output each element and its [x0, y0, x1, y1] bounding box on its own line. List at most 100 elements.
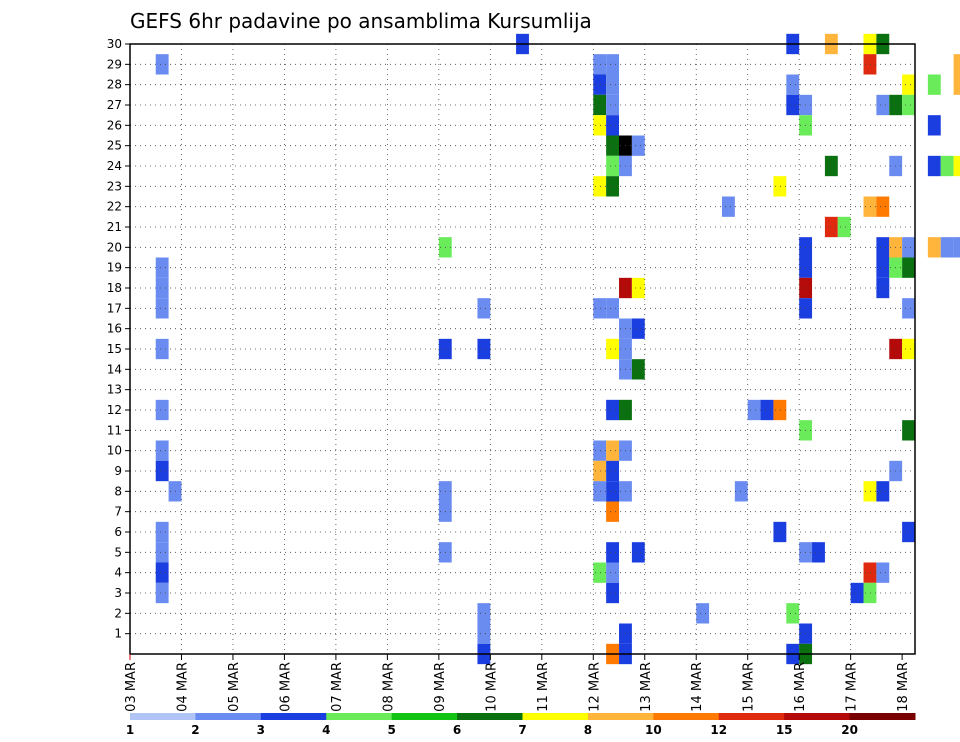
legend-swatch	[260, 713, 327, 720]
heatmap-cell	[863, 196, 877, 217]
y-tick-label: 17	[107, 301, 122, 315]
heatmap-cell	[593, 54, 607, 75]
x-tick-label: 07 MAR	[330, 662, 345, 712]
heatmap-cell	[155, 562, 169, 583]
heatmap-cell	[696, 603, 710, 624]
chart-title: GEFS 6hr padavine po ansamblima Kursumli…	[130, 9, 592, 33]
legend-label: 4	[322, 723, 330, 737]
legend-swatch	[718, 713, 785, 720]
y-tick-label: 10	[107, 444, 122, 458]
heatmap-cell	[953, 74, 960, 95]
heatmap-cell	[606, 399, 620, 421]
legend-swatch	[391, 713, 458, 720]
x-tick-label: 14 MAR	[690, 662, 705, 712]
heatmap-cell	[606, 501, 620, 522]
legend-label: 15	[776, 723, 793, 737]
heatmap-cell	[606, 54, 620, 75]
x-tick-label: 15 MAR	[742, 662, 757, 712]
heatmap-cell	[155, 542, 169, 563]
heatmap-cell	[773, 399, 787, 421]
heatmap-cell	[786, 603, 800, 624]
heatmap-cell	[927, 74, 941, 95]
heatmap-cell	[155, 257, 169, 278]
x-tick-label: 04 MAR	[175, 662, 190, 712]
heatmap-cell	[606, 582, 620, 604]
y-tick-label: 22	[107, 200, 122, 214]
heatmap-cell	[734, 481, 748, 502]
heatmap-cell	[902, 74, 915, 95]
legend-swatch	[784, 713, 851, 720]
heatmap-cell	[863, 54, 877, 75]
heatmap-cell	[863, 481, 877, 502]
y-tick-label: 16	[107, 322, 122, 336]
y-tick-label: 4	[114, 566, 122, 580]
heatmap-cell	[631, 277, 645, 299]
heatmap-cell	[593, 481, 607, 502]
heatmap-cell	[593, 94, 607, 116]
heatmap-cell	[876, 481, 890, 502]
y-axis: 1234567891011121314151617181920212223242…	[107, 37, 130, 641]
heatmap-cell	[155, 54, 169, 75]
heatmap-cell	[155, 582, 169, 604]
heatmap-cell	[953, 237, 960, 258]
legend-swatch	[522, 713, 589, 720]
y-tick-label: 11	[107, 423, 122, 437]
y-tick-label: 12	[107, 403, 122, 417]
legend-swatch	[849, 713, 916, 720]
heatmap-cell	[631, 359, 645, 380]
y-tick-label: 25	[107, 139, 122, 153]
heatmap-cell	[902, 420, 915, 441]
heatmap-cell	[606, 155, 620, 177]
heatmap-cell	[876, 237, 890, 258]
heatmap-cell	[927, 237, 941, 258]
legend-label: 10	[645, 723, 662, 737]
heatmap-cell	[477, 623, 491, 644]
heatmap-cell	[631, 135, 645, 156]
heatmap-cell	[876, 257, 890, 278]
heatmap-cell	[876, 562, 890, 583]
heatmap-cell	[850, 582, 864, 604]
x-tick-label: 10 MAR	[484, 662, 499, 712]
heatmap-cell	[606, 440, 620, 461]
heatmap-cell	[606, 481, 620, 502]
y-tick-label: 30	[107, 37, 122, 51]
heatmap-cell	[940, 155, 954, 177]
heatmap-cell	[155, 521, 169, 543]
legend-label: 20	[841, 723, 858, 737]
heatmap-cell	[593, 298, 607, 319]
heatmap-cell	[606, 542, 620, 563]
heatmap-cell	[593, 460, 607, 482]
heatmap-cell	[606, 115, 620, 136]
heatmap-cell	[876, 94, 890, 116]
x-tick-label: 16 MAR	[793, 662, 808, 712]
heatmap-cell	[902, 257, 915, 278]
heatmap-cell	[902, 298, 915, 319]
y-tick-label: 1	[114, 627, 122, 641]
heatmap-cell	[824, 216, 838, 238]
heatmap-cell	[927, 115, 941, 136]
y-tick-label: 20	[107, 240, 122, 254]
heatmap-cell	[155, 440, 169, 461]
heatmap-cell	[760, 399, 774, 421]
heatmap-cell	[721, 196, 735, 217]
x-axis: 03 MAR 04 MAR 05 MAR 06 MAR 07 MAR 08 MAR 09 M…	[124, 654, 911, 712]
x-tick-label: 09 MAR	[433, 662, 448, 712]
heatmap-cell	[773, 176, 787, 197]
heatmap-cell	[773, 521, 787, 543]
heatmap-cell	[824, 155, 838, 177]
heatmap-cell	[593, 74, 607, 95]
y-tick-label: 19	[107, 261, 122, 275]
heatmap-cell	[606, 298, 620, 319]
y-tick-label: 15	[107, 342, 122, 356]
y-tick-label: 21	[107, 220, 122, 234]
x-tick-label: 06 MAR	[278, 662, 293, 712]
heatmap-cell	[786, 94, 800, 116]
heatmap-cell	[155, 460, 169, 482]
y-tick-label: 3	[114, 586, 122, 600]
x-tick-label: 11 MAR	[536, 662, 551, 712]
legend-label: 3	[257, 723, 265, 737]
heatmap-cell	[606, 74, 620, 95]
heatmap-cell	[155, 399, 169, 421]
y-tick-label: 18	[107, 281, 122, 295]
y-tick-label: 8	[114, 484, 122, 498]
